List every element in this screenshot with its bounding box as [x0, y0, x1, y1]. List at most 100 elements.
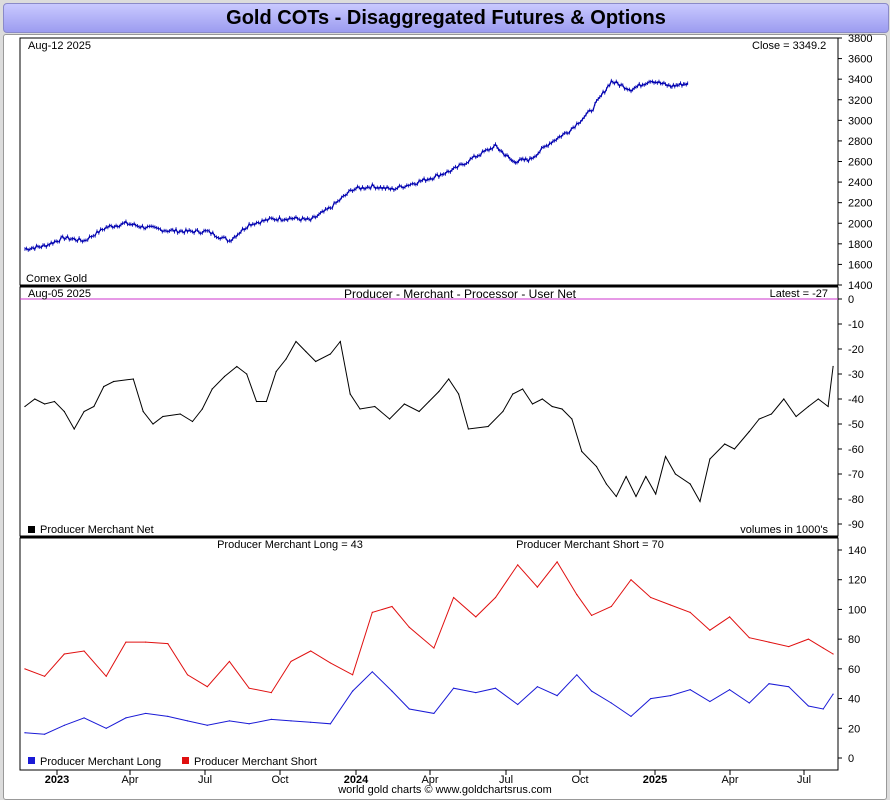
net-series-point	[305, 350, 307, 353]
short-series-point	[105, 675, 107, 677]
short-series-point	[44, 675, 46, 677]
net-series-point	[758, 418, 760, 420]
net-series-point	[339, 340, 341, 343]
net-series-point	[615, 495, 617, 498]
net-series-point	[63, 410, 65, 413]
short-series	[24, 561, 834, 694]
x-axis-label: Jul	[499, 774, 513, 786]
short-latest-label: Producer Merchant Short = 70	[516, 539, 664, 551]
long-series-point	[408, 708, 410, 710]
net-series-point	[795, 415, 797, 418]
net-axis-tick-label: -50	[848, 419, 864, 431]
net-series-point	[531, 403, 534, 405]
short-series-point	[125, 641, 127, 643]
long-legend-swatch	[28, 757, 35, 764]
net-axis-tick-label: -40	[848, 394, 864, 406]
net-series-point	[255, 400, 258, 403]
short-series-point	[24, 668, 26, 670]
net-series-point	[551, 405, 553, 408]
x-axis-label: Apr	[721, 774, 738, 786]
short-series-point	[371, 611, 373, 614]
long-series-point	[728, 689, 731, 691]
short-series-point	[167, 643, 169, 645]
long-series-point	[556, 695, 558, 697]
price-axis-tick-label: 1600	[848, 259, 872, 271]
net-series-point	[265, 400, 267, 403]
net-series-point	[438, 390, 440, 393]
short-series-point	[408, 626, 410, 628]
net-series-point	[817, 398, 819, 400]
net-axis-tick-label: -20	[848, 344, 864, 356]
price-axis-tick-label: 3000	[848, 115, 872, 127]
long-legend-label: Producer Merchant Long	[40, 756, 161, 768]
short-series-point	[83, 650, 85, 652]
long-series-point	[689, 689, 691, 691]
net-series-point	[770, 413, 773, 415]
short-series-point	[228, 660, 231, 663]
net-series-point	[34, 398, 36, 400]
long-series-point	[248, 723, 250, 725]
ls-axis-tick-label: 60	[848, 664, 860, 676]
net-series-point	[93, 405, 95, 408]
short-series-point	[709, 629, 711, 631]
long-series-point	[610, 702, 612, 704]
long-series-point	[494, 687, 497, 689]
long-series-point	[83, 717, 85, 719]
net-series-point	[832, 365, 834, 368]
long-series	[24, 671, 834, 735]
short-series-point	[63, 653, 65, 655]
long-series-point	[709, 700, 711, 703]
long-series-point	[391, 690, 393, 692]
short-series-point	[391, 605, 393, 608]
long-series-point	[125, 717, 127, 719]
short-series-point	[433, 647, 435, 649]
long-series-point	[352, 690, 354, 692]
short-series-point	[475, 616, 477, 618]
net-series-point	[359, 408, 361, 410]
ls-axis-tick-label: 120	[848, 575, 866, 587]
net-series-point	[223, 375, 226, 378]
net-series-point	[645, 475, 647, 478]
short-series-point	[248, 687, 250, 689]
long-series-point	[630, 715, 632, 718]
net-series-point	[83, 410, 85, 413]
long-series-point	[145, 712, 147, 715]
short-series-point	[329, 662, 332, 664]
net-legend-label: Producer Merchant Net	[40, 524, 154, 536]
short-series-point	[728, 616, 731, 618]
net-series-point	[295, 340, 297, 343]
short-series-point	[270, 692, 272, 694]
net-series-point	[403, 403, 405, 405]
long-series-point	[517, 703, 519, 706]
long-series-point	[832, 693, 834, 695]
net-series-point	[329, 353, 332, 355]
net-axis-tick-label: -80	[848, 494, 864, 506]
short-series-point	[290, 660, 292, 663]
net-series-point	[428, 400, 430, 403]
short-series-point	[807, 638, 810, 640]
net-series-point	[674, 473, 676, 475]
net-series-point	[315, 360, 317, 363]
short-series-point	[788, 645, 790, 648]
long-series-point	[63, 724, 65, 726]
short-series-point	[768, 641, 770, 643]
short-series-point	[669, 604, 672, 606]
net-series-point	[807, 405, 810, 408]
x-axis-label: 2025	[643, 774, 667, 786]
net-series-point	[827, 405, 829, 408]
net-series-point	[699, 500, 701, 503]
price-axis-tick-label: 2400	[848, 177, 872, 189]
long-series-point	[536, 686, 539, 688]
net-axis-tick-label: -10	[848, 319, 864, 331]
net-series	[24, 340, 834, 503]
price-axis-tick-label: 3800	[848, 33, 872, 45]
footer-credit: world gold charts © www.goldchartsrus.co…	[338, 784, 552, 796]
title-bar: Gold COTs - Disaggregated Futures & Opti…	[3, 3, 889, 33]
short-series-point	[556, 561, 558, 563]
net-series-point	[487, 425, 489, 428]
x-axis-label: Jul	[797, 774, 811, 786]
net-series-point	[275, 370, 277, 373]
ls-axis-tick-label: 20	[848, 723, 860, 735]
net-axis-tick-label: -90	[848, 519, 864, 531]
price-close-label: Close = 3349.2	[752, 40, 826, 52]
